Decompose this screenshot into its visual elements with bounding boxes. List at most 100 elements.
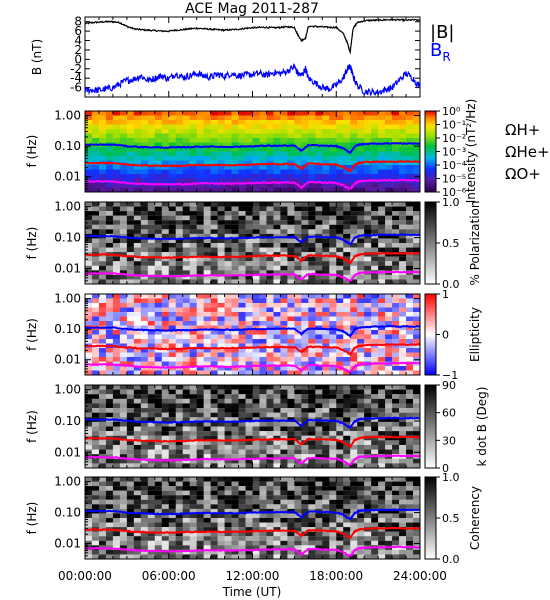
power-ytick-label: 0.01 xyxy=(54,170,81,184)
b-ytick-label: 6 xyxy=(74,24,82,38)
panel-ellipticity: 1.00 0.10 0.01 f (Hz) 1 0 −1 Ellipticity xyxy=(25,288,482,382)
x-axis-label: Time (UT) xyxy=(222,585,282,599)
ellipticity-cbtick-label: 1 xyxy=(442,288,449,301)
ellipticity-ytick-label: 1.00 xyxy=(54,292,81,306)
polarization-cyclotron-Oplus xyxy=(84,270,421,284)
polarization-ytick-label: 1.00 xyxy=(54,200,81,214)
polarization-cyclotron-Hplus xyxy=(84,233,421,246)
polarization-colorbar xyxy=(424,201,437,285)
ellipticity-cyclotron-Oplus xyxy=(84,361,421,375)
kdotb-colorbar xyxy=(424,384,437,469)
power-ylabel: f (Hz) xyxy=(25,135,39,168)
power-heatmap xyxy=(85,111,420,192)
ellipticity-cbtick-label: 0 xyxy=(442,329,449,342)
power-cbtick-label: 10⁻¹ xyxy=(442,119,466,132)
kdotb-ylabel: f (Hz) xyxy=(25,410,39,443)
ellipticity-colorbar-label: Ellipticity xyxy=(468,307,482,362)
coherency-ytick-label: 1.00 xyxy=(54,475,81,489)
coherency-ytick-label: 0.01 xyxy=(54,537,81,551)
x-tick-label: 00:00:00 xyxy=(58,569,112,583)
polarization-cbtick-label: 1.0 xyxy=(442,196,460,209)
kdotb-heatmap xyxy=(85,385,420,468)
coherency-cbtick-label: 1.0 xyxy=(442,471,460,484)
kdotb-cyclotron-Heplus xyxy=(84,435,420,449)
ellipticity-ylabel: f (Hz) xyxy=(25,318,39,351)
kdotb-cyclotron-Hplus xyxy=(84,416,421,429)
power-cbtick-label: 10⁰ xyxy=(442,105,461,118)
legend-abs-b: |B| xyxy=(430,22,454,43)
coherency-heatmap xyxy=(85,477,420,559)
kdotb-ytick-label: 0.01 xyxy=(54,445,81,459)
coherency-cbtick-label: 0.5 xyxy=(442,512,460,525)
kdotb-colorbar-label: k dot B (Deg) xyxy=(475,387,489,467)
coherency-ytick-label: 0.10 xyxy=(54,506,81,520)
panel-power-spectrum: 1.000.100.01 f (Hz) 10⁰10⁻¹10⁻²10⁻³10⁻⁴1… xyxy=(25,99,550,204)
series-line-br xyxy=(84,62,421,96)
panel-polarization: 1.00 0.10 0.01 f (Hz) 1.0 0.5 0.0 % Polarizatio… xyxy=(25,196,482,291)
power-colorbar xyxy=(424,110,437,193)
polarization-cbtick-label: 0.0 xyxy=(442,278,460,291)
power-colorbar-label: Intensity (nT²/Hz) xyxy=(464,99,478,204)
power-cbtick-label: 10⁻² xyxy=(442,132,466,145)
polarization-cbtick-label: 0.5 xyxy=(442,237,460,250)
polarization-ytick-label: 0.01 xyxy=(54,262,81,276)
power-cyclotron-Oplus xyxy=(84,178,421,191)
kdotb-ytick-label: 1.00 xyxy=(54,383,81,397)
power-cbtick-label: 10⁻⁴ xyxy=(442,159,467,172)
power-cbtick-label: 10⁻⁶ xyxy=(442,186,467,199)
coherency-colorbar xyxy=(424,476,437,560)
polarization-ylabel: f (Hz) xyxy=(25,227,39,260)
coherency-colorbar-label: Coherency xyxy=(468,486,482,550)
b-ytick-label: 2 xyxy=(74,43,82,57)
power-ytick-label: 1.00 xyxy=(54,109,81,123)
figure-title: ACE Mag 2011-287 xyxy=(185,1,319,17)
ellipticity-cyclotron-Hplus xyxy=(84,324,421,339)
legend-omega-h: ΩH+ xyxy=(505,121,540,139)
power-cyclotron-Heplus xyxy=(84,160,421,173)
power-ytick-label: 0.10 xyxy=(54,139,81,153)
legend-omega-o: ΩO+ xyxy=(505,165,541,183)
x-tick-label: 24:00:00 xyxy=(393,569,447,583)
polarization-cyclotron-Heplus xyxy=(85,251,421,265)
b-ytick-label: -2 xyxy=(70,62,82,76)
ellipticity-cyclotron-Heplus xyxy=(84,343,421,357)
x-tick-label: 18:00:00 xyxy=(309,569,363,583)
panel-coherency: 1.00 0.10 0.01 f (Hz) 1.0 0.5 0.0 Coherency xyxy=(25,471,482,566)
legend-br: BR xyxy=(430,40,451,64)
polarization-colorbar-label: % Polarization xyxy=(468,201,482,286)
panel-kdotb: 1.00 0.10 0.01 f (Hz) 90 60 30 0 k dot B (Deg) xyxy=(25,379,489,475)
kdotb-ytick-label: 0.10 xyxy=(54,414,81,428)
b-ytick-label: 4 xyxy=(74,34,82,48)
kdotb-cbtick-label: 30 xyxy=(442,434,456,447)
coherency-cyclotron-Heplus xyxy=(84,526,421,539)
power-cbtick-label: 10⁻⁵ xyxy=(442,173,466,186)
kdotb-cyclotron-Oplus xyxy=(84,454,420,469)
ellipticity-heatmap xyxy=(85,294,420,375)
coherency-cyclotron-Hplus xyxy=(84,508,421,521)
polarization-heatmap xyxy=(85,202,420,284)
coherency-ylabel: f (Hz) xyxy=(25,502,39,535)
x-tick-label: 12:00:00 xyxy=(226,569,280,583)
kdotb-cbtick-label: 0 xyxy=(442,462,449,475)
power-cyclotron-Hplus xyxy=(84,141,421,154)
polarization-ytick-label: 0.10 xyxy=(54,231,81,245)
coherency-cbtick-label: 0.0 xyxy=(442,553,460,566)
b-ytick-label: 8 xyxy=(74,15,82,29)
legend-omega-he: ΩHe+ xyxy=(505,143,550,161)
ellipticity-ytick-label: 0.10 xyxy=(54,322,81,336)
series-line-abs-b xyxy=(84,18,420,55)
ellipticity-ytick-label: 0.01 xyxy=(54,353,81,367)
b-ylabel: B (nT) xyxy=(30,39,44,75)
b-ytick-label: -6 xyxy=(70,81,82,95)
power-cbtick-label: 10⁻³ xyxy=(442,146,466,159)
x-tick-label: 06:00:00 xyxy=(142,569,196,583)
kdotb-cbtick-label: 60 xyxy=(442,407,456,420)
b-ytick-label: -4 xyxy=(70,71,82,85)
kdotb-cbtick-label: 90 xyxy=(442,379,456,392)
ellipticity-colorbar xyxy=(424,293,437,376)
b-ytick-label: 0 xyxy=(74,52,82,66)
coherency-cyclotron-Oplus xyxy=(84,545,421,558)
ellipticity-cbtick-label: −1 xyxy=(442,369,458,382)
